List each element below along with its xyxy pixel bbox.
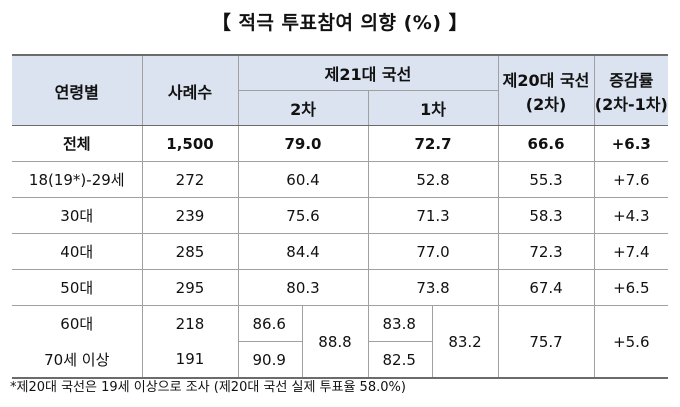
row-change: +6.3 [594,125,669,162]
footnote: *제20대 국선은 19세 이상으로 조사 (제20대 국선 실제 투표율 58… [10,380,406,395]
header-age-group: 연령별 [12,54,143,126]
table-row: 70세 이상 191 90.9 82.5 [12,341,668,379]
row-group: 60대 [12,305,143,342]
header-election20: 제20대 국선 (2차) [498,54,595,126]
row-round2: 84.4 [238,233,369,270]
row-round1: 71.3 [368,197,499,234]
header-election20-line1: 제20대 국선 [502,70,590,90]
header-election20-line2: (2차) [525,94,567,114]
row-change: +7.4 [594,233,669,270]
row-round2: 60.4 [238,161,369,198]
row-change: +6.5 [594,269,669,306]
row-election20: 72.3 [498,233,595,270]
table-row: 50대 295 80.3 73.8 67.4 +6.5 [12,269,669,306]
row-round2: 80.3 [238,269,369,306]
row-sample: 285 [142,233,239,270]
row-change: +7.6 [594,161,669,198]
row-election20: 58.3 [498,197,595,234]
table-row: 전체 1,500 79.0 72.7 66.6 +6.3 [12,125,669,162]
table-row: 60대 218 86.6 88.8 83.8 83.2 75.7 +5.6 [12,305,669,379]
row-sample: 1,500 [142,125,239,162]
row-election20: 55.3 [498,161,595,198]
table-row: 18(19*)-29세 272 60.4 52.8 55.3 +7.6 [12,161,669,198]
row-sample: 218 [142,305,239,342]
combined-change: +5.6 [594,305,669,379]
row-round1: 77.0 [368,233,499,270]
row-election20: 67.4 [498,269,595,306]
row-round2: 90.9 [238,341,303,379]
row-round2: 79.0 [238,125,369,162]
combined-round2: 88.8 [302,305,369,379]
row-round1: 73.8 [368,269,499,306]
row-group: 전체 [12,125,143,162]
turnout-table: 연령별 사례수 제21대 국선 제20대 국선 (2차) 증감률 (2차-1차)… [12,54,669,379]
row-round1: 72.7 [368,125,499,162]
header-change-line1: 증감률 [609,70,654,90]
row-round2: 75.6 [238,197,369,234]
header-election21: 제21대 국선 [238,54,499,91]
header-round2: 2차 [238,90,369,126]
row-sample: 239 [142,197,239,234]
header-sample: 사례수 [142,54,239,126]
row-round1: 52.8 [368,161,499,198]
header-change: 증감률 (2차-1차) [594,54,669,126]
combined-election20: 75.7 [498,305,595,379]
row-sample: 272 [142,161,239,198]
header-change-line2: (2차-1차) [594,94,668,114]
row-round2: 86.6 [238,305,303,342]
row-sample: 295 [142,269,239,306]
table-row: 30대 239 75.6 71.3 58.3 +4.3 [12,197,669,234]
row-group: 50대 [12,269,143,306]
row-round1: 83.8 [368,305,433,342]
table-row: 40대 285 84.4 77.0 72.3 +7.4 [12,233,669,270]
row-group: 40대 [12,233,143,270]
row-group: 18(19*)-29세 [12,161,143,198]
combined-round1: 83.2 [432,305,499,379]
table-title: 【 적극 투표참여 의향 (%) 】 [211,12,469,34]
row-group: 30대 [12,197,143,234]
row-change: +4.3 [594,197,669,234]
row-election20: 66.6 [498,125,595,162]
header-round1: 1차 [368,90,499,126]
row-sample: 191 [142,341,239,379]
row-round1: 82.5 [368,341,433,379]
row-group: 70세 이상 [12,341,143,379]
